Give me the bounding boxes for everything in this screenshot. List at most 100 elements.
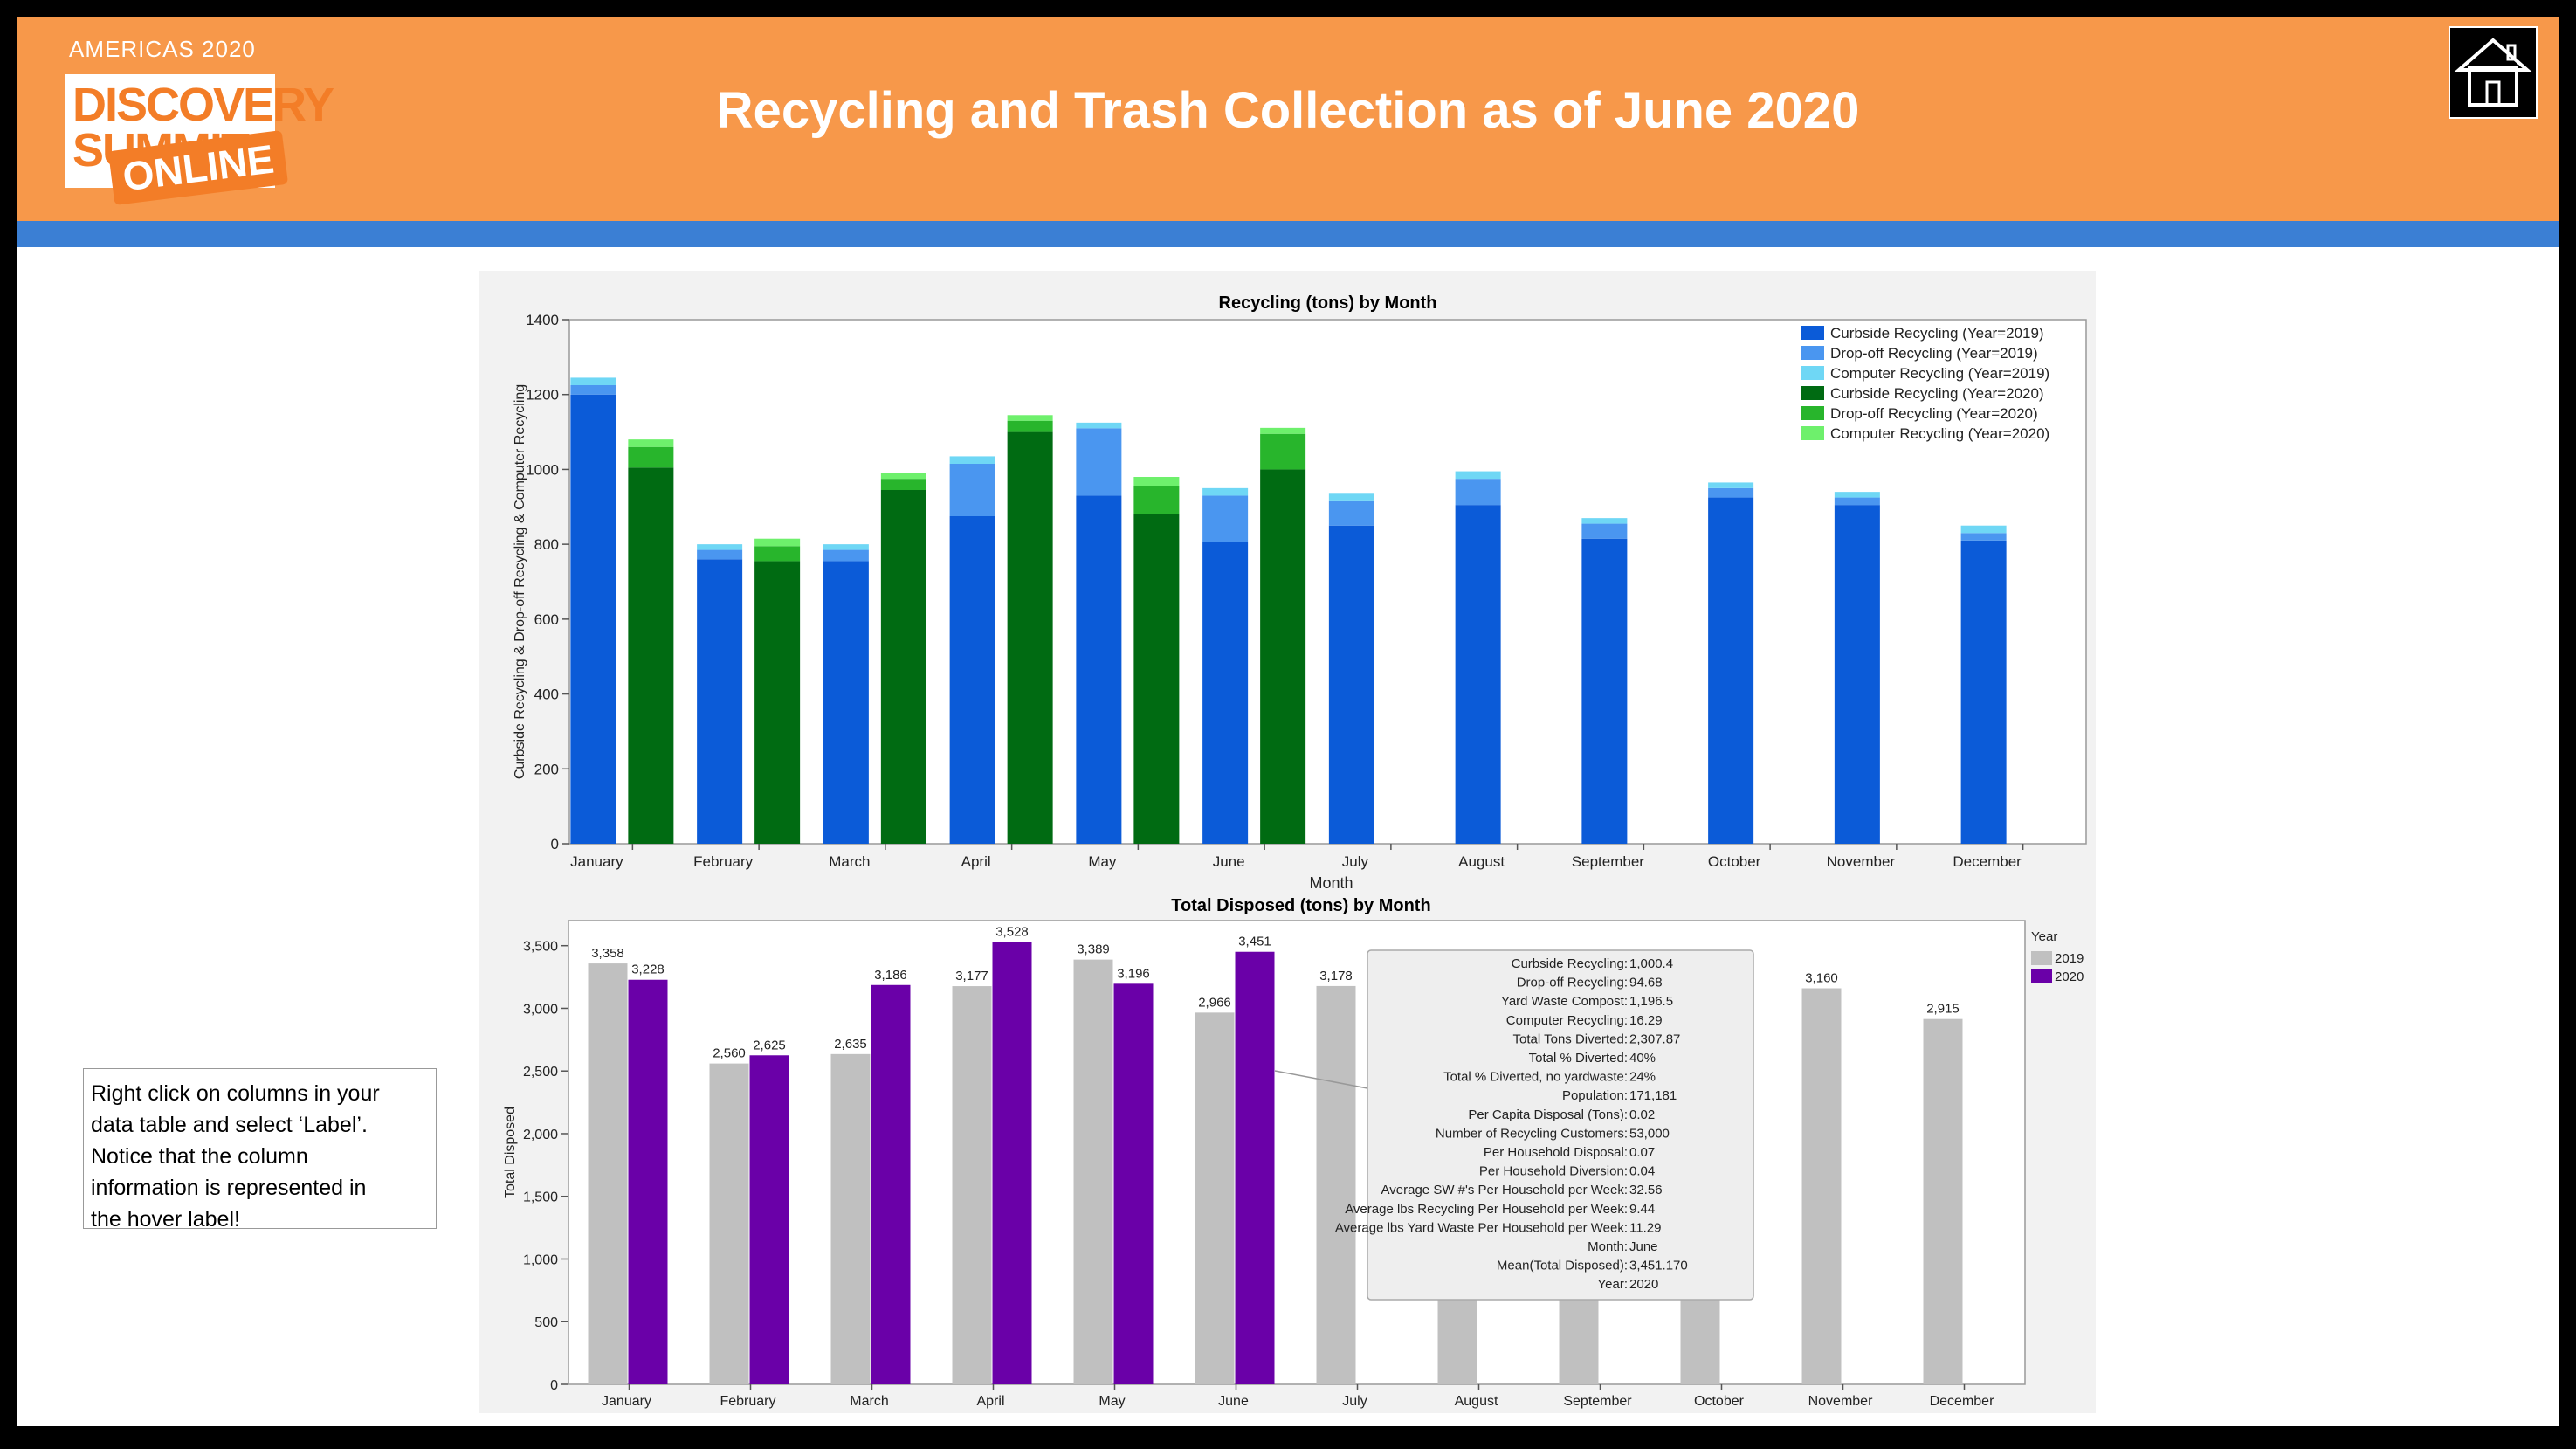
chart1-plot-area — [568, 319, 2087, 845]
chart2-data-label: 3,177 — [955, 969, 988, 983]
chart1-bar — [1007, 420, 1053, 432]
chart1-legend-swatch — [1801, 346, 1824, 360]
chart1-bar — [1328, 493, 1374, 501]
chart2-ytick-label: 1,500 — [523, 1190, 558, 1205]
chart1-bar — [1708, 497, 1754, 844]
chart2-bar — [952, 986, 992, 1384]
chart1-bar — [949, 464, 995, 516]
tooltip-value: 94.68 — [1629, 976, 1663, 990]
chart2-xtick-label: November — [1808, 1394, 1873, 1409]
chart1-bar — [1202, 487, 1249, 496]
chart1-legend-label: Curbside Recycling (Year=2019) — [1830, 325, 2044, 342]
chart2-xtick-label: October — [1694, 1394, 1745, 1409]
chart1-xtick-label: October — [1708, 853, 1761, 870]
chart1-bar — [1007, 431, 1053, 844]
chart1-bar — [1960, 525, 2007, 534]
chart1-legend-swatch — [1801, 366, 1824, 380]
chart1-ytick-label: 600 — [534, 611, 559, 628]
chart1-bar — [1960, 533, 2007, 541]
tooltip-value: 9.44 — [1629, 1202, 1655, 1217]
chart1-bar — [1260, 469, 1306, 844]
chart2-xtick-label: April — [976, 1394, 1004, 1409]
tooltip-value: 1,196.5 — [1629, 994, 1673, 1009]
chart2-bar — [1923, 1018, 1963, 1384]
chart2-legend-label: 2020 — [2055, 969, 2084, 984]
chart1-bar — [823, 544, 869, 550]
chart1-bar — [628, 439, 674, 447]
chart2-ytick-label: 0 — [550, 1378, 558, 1393]
chart2-data-label: 3,228 — [631, 963, 665, 977]
chart1-bar — [1202, 542, 1249, 844]
chart1-legend-label: Curbside Recycling (Year=2020) — [1830, 385, 2044, 402]
chart1-bar — [570, 385, 616, 395]
chart2-ytick-label: 2,500 — [523, 1065, 558, 1080]
tooltip-key: Mean(Total Disposed): — [1497, 1259, 1628, 1273]
chart1-bar — [1581, 523, 1628, 539]
chart1-bar — [1076, 428, 1122, 496]
chart2-data-label: 3,160 — [1805, 970, 1838, 985]
chart2-data-label: 2,625 — [753, 1038, 786, 1052]
chart1-bar — [628, 467, 674, 844]
chart1-ytick-label: 1200 — [526, 387, 559, 404]
chart2-xtick-label: December — [1930, 1394, 1994, 1409]
chart1-bar — [1834, 492, 1880, 498]
chart1-bar — [1133, 486, 1180, 514]
tooltip-value: 171,181 — [1629, 1088, 1677, 1103]
slide: AMERICAS 2020 DISCOVERY SUMMIT ONLINE Re… — [17, 17, 2559, 1428]
tooltip-key: Yard Waste Compost: — [1501, 994, 1628, 1009]
chart2-data-label: 3,358 — [591, 946, 624, 961]
chart1-legend-label: Computer Recycling (Year=2019) — [1830, 365, 2049, 382]
chart1-ytick-label: 800 — [534, 536, 559, 553]
tooltip-key: Average SW #'s Per Household per Week: — [1381, 1183, 1628, 1197]
chart1-bar — [1076, 422, 1122, 429]
chart1-xtick-label: September — [1572, 853, 1644, 870]
chart1-xtick-label: May — [1088, 853, 1117, 870]
chart2-data-label: 2,966 — [1198, 995, 1231, 1010]
chart2-bar — [628, 979, 668, 1384]
chart2-bar — [1316, 985, 1356, 1384]
chart1-xtick-label: March — [829, 853, 870, 870]
chart2-ylabel: Total Disposed — [503, 1107, 518, 1198]
chart2-data-label: 3,196 — [1117, 966, 1150, 981]
chart1-bar — [1076, 495, 1122, 844]
chart1-xlabel: Month — [1309, 874, 1353, 892]
chart2-ytick-label: 3,500 — [523, 940, 558, 955]
chart1-legend-swatch — [1801, 326, 1824, 340]
chart1-bar — [949, 516, 995, 844]
chart2-legend-swatch — [2031, 951, 2052, 965]
chart2-plot-area — [568, 920, 2026, 1385]
tooltip-value: 32.56 — [1629, 1183, 1663, 1197]
chart1-bar — [1581, 538, 1628, 844]
tooltip-key: Per Household Diversion: — [1479, 1164, 1628, 1179]
chart1-bar — [1455, 471, 1501, 480]
chart2-xtick-label: June — [1218, 1394, 1249, 1409]
chart2-ytick-label: 3,000 — [523, 1002, 558, 1017]
tooltip-value: 24% — [1629, 1070, 1656, 1085]
home-button[interactable] — [2449, 26, 2538, 119]
chart2-ytick-label: 500 — [534, 1315, 558, 1330]
chart2-title: Total Disposed (tons) by Month — [1171, 896, 1430, 915]
chart1-ytick-label: 0 — [551, 836, 559, 852]
tooltip-value: 2020 — [1629, 1277, 1658, 1292]
chart1-bar — [1007, 415, 1053, 421]
discovery-summit-logo: AMERICAS 2020 DISCOVERY SUMMIT ONLINE — [41, 29, 334, 212]
chart2-bar — [749, 1055, 789, 1384]
tooltip-key: Drop-off Recycling: — [1517, 976, 1628, 990]
tooltip-value: 40% — [1629, 1051, 1656, 1066]
chart2-ytick-label: 2,000 — [523, 1128, 558, 1142]
chart2-xtick-label: May — [1099, 1394, 1125, 1409]
tooltip-value: June — [1629, 1239, 1658, 1254]
chart1-title: Recycling (tons) by Month — [1219, 293, 1437, 313]
chart2-bar — [588, 963, 628, 1384]
chart2-legend-title: Year — [2031, 929, 2057, 944]
chart1-bar — [1455, 505, 1501, 844]
header-banner: AMERICAS 2020 DISCOVERY SUMMIT ONLINE Re… — [17, 17, 2559, 221]
tooltip-value: 0.02 — [1629, 1107, 1655, 1122]
chart2-xtick-label: March — [850, 1394, 888, 1409]
chart2-data-label: 3,451 — [1238, 935, 1271, 949]
chart1-bar — [1708, 482, 1754, 488]
chart1-bar — [823, 561, 869, 844]
chart2-data-label: 3,178 — [1319, 969, 1353, 983]
chart1-xtick-label: February — [693, 853, 754, 870]
chart1-bar — [823, 549, 869, 562]
